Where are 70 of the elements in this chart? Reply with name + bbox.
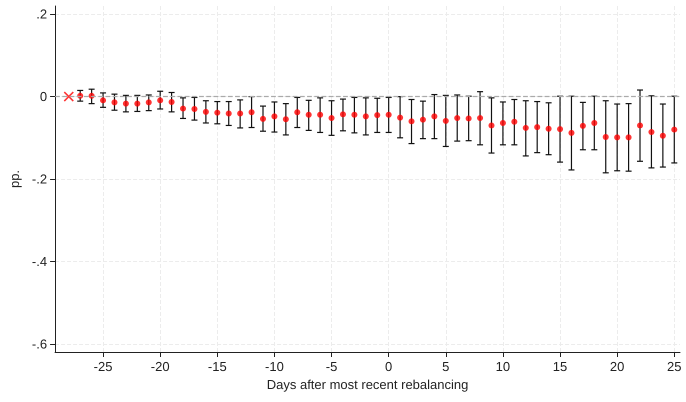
y-tick-label: -.4 <box>32 254 48 269</box>
point <box>294 109 300 116</box>
point <box>248 109 255 116</box>
point <box>397 114 404 121</box>
point <box>328 115 335 122</box>
point <box>374 112 380 118</box>
point <box>477 115 484 122</box>
point <box>602 134 609 140</box>
point <box>614 134 620 140</box>
point <box>488 122 494 128</box>
point <box>534 124 540 130</box>
point <box>442 118 449 124</box>
point <box>671 126 678 133</box>
point <box>431 113 438 120</box>
point <box>454 115 460 122</box>
x-axis-title: Days after most recent rebalancing <box>266 377 468 392</box>
point <box>214 110 220 116</box>
y-tick-label: -.2 <box>32 172 48 186</box>
point <box>306 112 312 118</box>
y-tick-label: -.6 <box>32 336 48 352</box>
point <box>122 100 129 107</box>
x-tick-label: 10 <box>496 359 510 374</box>
point <box>408 118 415 124</box>
point <box>386 112 392 118</box>
y-axis-title: pp. <box>7 170 22 188</box>
point <box>226 110 232 117</box>
y-tick-label: 0 <box>40 89 48 104</box>
point <box>522 124 529 131</box>
x-tick-label: 25 <box>667 359 682 374</box>
point <box>626 134 632 140</box>
x-tick-label: -20 <box>150 359 170 374</box>
x-tick-label: 20 <box>610 359 624 374</box>
x-tick-label: -15 <box>208 359 227 374</box>
point <box>237 110 244 117</box>
x-tick-label: 0 <box>385 359 392 374</box>
point <box>63 91 74 102</box>
point <box>168 98 175 105</box>
x-tick-label: 5 <box>442 359 450 374</box>
point <box>340 111 346 118</box>
point <box>351 112 358 118</box>
point <box>157 97 164 104</box>
point <box>146 99 152 106</box>
point <box>317 112 324 118</box>
point <box>648 129 654 136</box>
point <box>282 116 289 122</box>
x-tick-label: -10 <box>265 359 284 374</box>
point <box>260 116 266 122</box>
point <box>637 122 644 128</box>
point <box>180 106 186 112</box>
x-tick-label: -25 <box>94 359 112 374</box>
point <box>362 113 369 120</box>
point <box>134 100 140 107</box>
x-tick-label: -5 <box>326 359 338 374</box>
point <box>111 99 118 106</box>
point <box>660 132 666 139</box>
point <box>557 126 564 132</box>
point <box>568 130 574 136</box>
point <box>546 126 552 132</box>
point <box>591 120 598 126</box>
point <box>191 106 198 112</box>
point <box>580 122 586 129</box>
point <box>271 113 278 120</box>
point <box>500 120 506 126</box>
y-tick-label: .2 <box>36 6 48 22</box>
point <box>202 108 209 115</box>
point <box>100 97 106 104</box>
point <box>466 115 472 122</box>
point <box>420 116 426 123</box>
x-tick-label: 15 <box>552 359 568 374</box>
point <box>511 118 518 125</box>
